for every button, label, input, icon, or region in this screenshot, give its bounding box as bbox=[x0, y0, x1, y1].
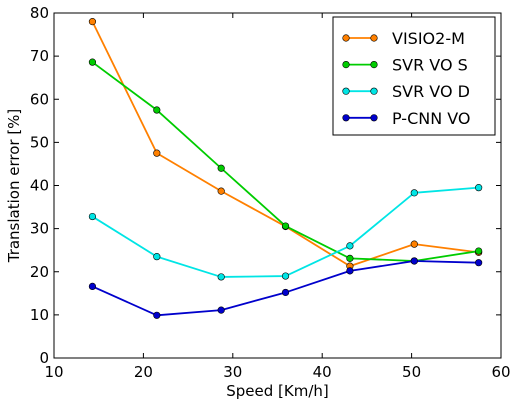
legend-label-3: SVR VO D bbox=[392, 82, 470, 101]
data-point-s1-1 bbox=[88, 18, 97, 26]
legend-marker-4-a bbox=[342, 114, 350, 122]
y-tick-label: 40 bbox=[30, 177, 49, 195]
y-tick-label: 10 bbox=[30, 306, 49, 324]
y-tick-label: 30 bbox=[30, 220, 49, 238]
x-tick-label: 40 bbox=[313, 363, 332, 381]
data-point-s4-4 bbox=[281, 288, 290, 297]
x-tick-label: 10 bbox=[44, 363, 63, 381]
legend-marker-2-a bbox=[342, 60, 350, 69]
data-point-s3-1 bbox=[88, 212, 97, 221]
y-axis-label: Translation error [%] bbox=[5, 109, 23, 264]
data-point-s2-5 bbox=[346, 254, 354, 262]
data-point-s1-3 bbox=[217, 187, 225, 195]
data-point-s4-2 bbox=[153, 311, 161, 319]
x-tick-label: 50 bbox=[402, 363, 421, 381]
legend-marker-3-b bbox=[370, 87, 378, 95]
y-tick-label: 60 bbox=[30, 90, 49, 108]
data-point-s2-3 bbox=[217, 164, 225, 172]
legend-marker-1-a bbox=[342, 34, 350, 42]
x-tick-label: 60 bbox=[491, 363, 510, 381]
data-point-s3-3 bbox=[217, 273, 225, 281]
legend-marker-2-b bbox=[370, 60, 378, 69]
legend-label-2: SVR VO S bbox=[392, 56, 468, 75]
data-point-s4-6 bbox=[410, 257, 418, 265]
data-point-s3-6 bbox=[410, 189, 418, 197]
data-point-s2-2 bbox=[153, 106, 161, 114]
y-tick-label: 70 bbox=[30, 47, 49, 65]
legend-box bbox=[332, 16, 496, 136]
legend: VISIO2-M SVR VO S SVR VO D P-CNN VO bbox=[332, 16, 496, 136]
data-point-s3-5 bbox=[346, 242, 354, 250]
y-tick-label: 80 bbox=[30, 4, 49, 22]
x-tick-label: 20 bbox=[134, 363, 153, 381]
legend-marker-4-b bbox=[370, 114, 378, 122]
legend-label-4: P-CNN VO bbox=[392, 109, 471, 128]
data-point-s2-1 bbox=[88, 58, 97, 66]
x-tick-label: 30 bbox=[223, 363, 242, 381]
data-point-s2-4 bbox=[281, 222, 290, 230]
data-point-s4-3 bbox=[217, 306, 225, 314]
y-tick-label: 0 bbox=[39, 349, 49, 367]
data-point-s3-2 bbox=[153, 253, 161, 261]
data-point-s1-6 bbox=[410, 240, 418, 248]
data-point-s4-1 bbox=[88, 282, 97, 291]
legend-marker-3-a bbox=[342, 87, 350, 95]
data-point-s1-2 bbox=[153, 149, 161, 157]
plot-layer bbox=[88, 18, 483, 319]
y-tick-label: 50 bbox=[30, 133, 49, 151]
legend-label-1: VISIO2-M bbox=[392, 29, 465, 48]
data-point-s3-4 bbox=[281, 272, 290, 280]
data-point-s4-7 bbox=[475, 259, 483, 267]
data-point-s4-5 bbox=[346, 267, 354, 275]
data-point-s3-7 bbox=[475, 184, 483, 192]
data-point-s2-7 bbox=[475, 247, 483, 255]
x-axis-label: Speed [Km/h] bbox=[226, 382, 329, 400]
legend-marker-1-b bbox=[370, 34, 378, 42]
y-tick-label: 20 bbox=[30, 263, 49, 281]
